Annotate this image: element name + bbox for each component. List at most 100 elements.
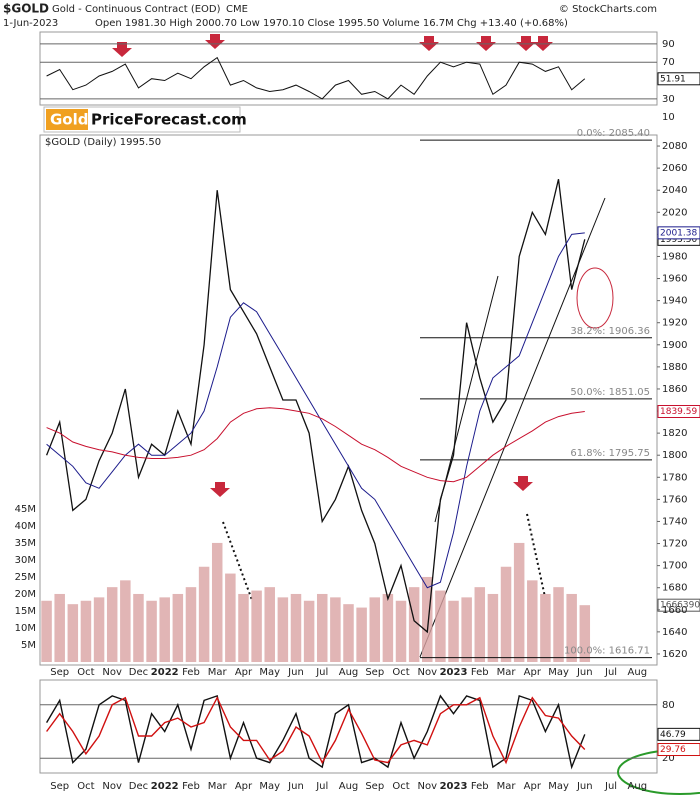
x-tick-label: Sep	[365, 781, 384, 792]
fib-label: 38.2%: 1906.36	[570, 326, 650, 337]
value-badge-label: 1666390	[660, 601, 700, 611]
date: 1-Jun-2023	[3, 18, 58, 29]
volume-bar	[93, 597, 105, 662]
y-tick-label: 70	[662, 57, 675, 68]
volume-bar	[277, 597, 289, 662]
rsi-panel	[39, 31, 658, 106]
volume-tick-label: 45M	[15, 504, 36, 515]
x-tick-label: May	[259, 667, 280, 678]
value-badge-label: 29.76	[660, 745, 686, 755]
y-tick-label: 80	[662, 700, 675, 711]
x-tick-label: Aug	[628, 781, 648, 792]
x-tick-label: Jul	[604, 781, 617, 792]
volume-bar	[461, 597, 472, 662]
chart-subtitle: Gold - Continuous Contract (EOD)	[52, 4, 221, 15]
x-tick-label: Apr	[235, 781, 253, 792]
volume-bar	[41, 600, 52, 662]
dotted-line	[526, 513, 546, 598]
x-tick-label: Oct	[77, 667, 94, 678]
x-tick-label: 2023	[440, 667, 468, 678]
x-tick-label: Oct	[77, 781, 94, 792]
y-tick-label: 90	[662, 39, 675, 50]
y-tick-label: 1780	[662, 472, 687, 483]
x-tick-label: Jun	[287, 667, 304, 678]
x-tick-label: 2022	[151, 667, 179, 678]
volume-bar	[448, 600, 459, 662]
value-badge-label: 2001.38	[660, 228, 697, 238]
volume-tick-label: 25M	[15, 572, 36, 583]
x-tick-label: Feb	[471, 667, 489, 678]
volume-bar	[80, 600, 92, 662]
volume-bar	[356, 607, 367, 662]
x-tick-label: Oct	[392, 667, 409, 678]
legend-label: $GOLD (Daily) 1995.50	[45, 137, 161, 148]
x-tick-label: Sep	[365, 667, 384, 678]
rsi-line	[46, 56, 586, 100]
volume-bar	[500, 566, 512, 662]
x-tick-label: May	[259, 781, 280, 792]
highlight	[576, 267, 614, 329]
chart-title: $GOLD	[3, 2, 49, 16]
volume-bar	[540, 593, 551, 662]
value-badge	[657, 727, 700, 741]
volume-bar	[67, 604, 79, 662]
x-tick-label: Feb	[182, 667, 200, 678]
x-tick-label: Nov	[418, 781, 438, 792]
value-badge-label: 1995.50	[660, 235, 697, 245]
volume-bar	[146, 600, 157, 662]
volume-bar	[579, 605, 591, 662]
y-tick-label: 1900	[662, 340, 687, 351]
y-tick-label: 1720	[662, 539, 687, 550]
x-tick-label: Nov	[418, 667, 438, 678]
x-tick-label: Dec	[129, 781, 148, 792]
volume-bar	[133, 593, 144, 662]
y-tick-label: 1700	[662, 561, 687, 572]
x-tick-label: Nov	[102, 667, 122, 678]
fib-label: 100.0%: 1616.71	[564, 646, 650, 657]
price-line	[45, 179, 586, 634]
arrow	[205, 34, 225, 49]
y-tick-label: 2060	[662, 163, 687, 174]
x-tick-label: Mar	[208, 667, 228, 678]
volume-bar	[303, 600, 315, 662]
volume-tick-label: 35M	[15, 538, 36, 549]
volume-bar	[527, 580, 538, 662]
y-tick-label: 2080	[662, 141, 687, 152]
x-tick-label: Feb	[182, 781, 200, 792]
logo-badge	[46, 109, 88, 130]
volume-bar	[513, 542, 525, 662]
logo-site: PriceForecast.com	[91, 111, 247, 129]
volume-bar	[343, 604, 354, 662]
value-badge	[657, 226, 700, 240]
x-tick-label: Aug	[339, 667, 359, 678]
value-badge	[657, 598, 700, 612]
volume-bar	[566, 593, 577, 662]
dotted-line	[222, 521, 253, 601]
value-badge-label: 51.91	[660, 74, 686, 84]
volume-tick-label: 20M	[15, 589, 36, 600]
y-tick-label: 1820	[662, 428, 687, 439]
y-tick-label: 1620	[662, 649, 687, 660]
value-badge	[657, 743, 700, 757]
volume-bar	[172, 593, 184, 662]
x-tick-label: Oct	[392, 781, 409, 792]
fib-label: 50.0%: 1851.05	[570, 387, 650, 398]
y-tick-label: 1980	[662, 251, 687, 262]
x-tick-label: Sep	[50, 781, 69, 792]
x-tick-label: Mar	[208, 781, 228, 792]
x-tick-label: Jun	[576, 667, 593, 678]
volume-bar	[106, 587, 118, 662]
volume-bar	[382, 593, 394, 662]
volume-bar	[159, 597, 170, 662]
x-tick-label: Apr	[524, 781, 542, 792]
volume-tick-label: 5M	[21, 640, 36, 651]
volume-bar	[225, 573, 236, 662]
volume-bar	[408, 587, 420, 662]
x-tick-label: Aug	[339, 781, 359, 792]
arrow	[112, 42, 132, 57]
volume-bar	[487, 593, 499, 662]
x-tick-label: Jul	[315, 667, 328, 678]
exchange: CME	[226, 4, 248, 15]
volume-bar	[290, 593, 302, 662]
volume-tick-label: 10M	[15, 623, 36, 634]
